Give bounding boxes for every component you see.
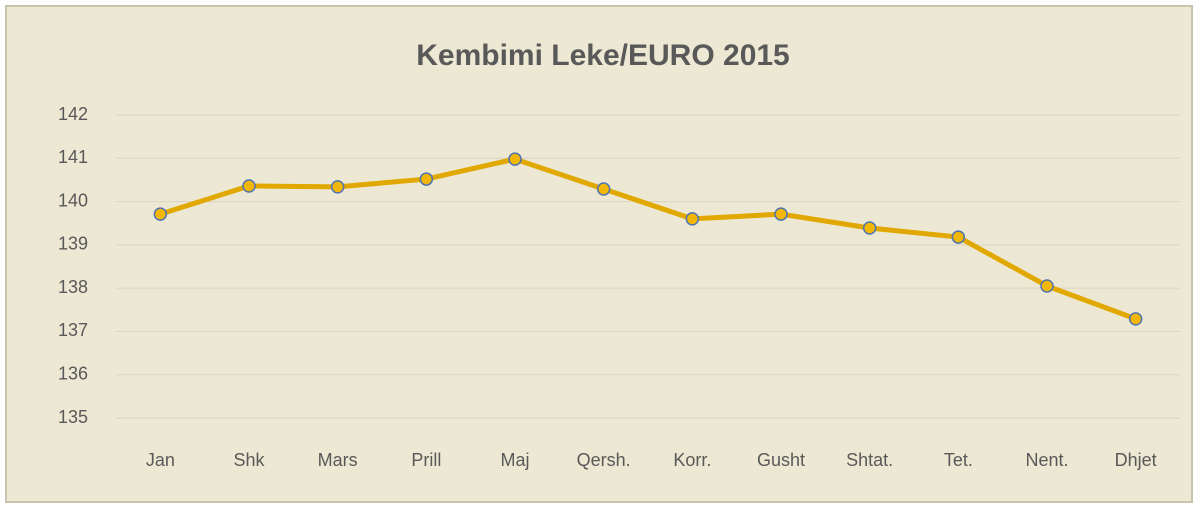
marker [508,152,522,166]
chart-title: Kembimi Leke/EURO 2015 [416,39,790,72]
marker [596,182,611,196]
x-tick-label: Mars [318,450,358,470]
y-tick-label: 137 [58,320,88,340]
x-tick-label: Qersh. [577,450,631,470]
x-tick-label: Shk [233,450,265,470]
marker [774,207,788,221]
x-tick-label: Prill [411,450,441,470]
y-tick-label: 142 [58,104,88,124]
marker [951,230,966,244]
marker [1040,279,1054,293]
marker [153,207,168,221]
marker [685,212,700,226]
marker [1128,312,1143,326]
y-tick-label: 139 [58,234,88,254]
x-tick-label: Maj [500,450,529,470]
x-tick-label: Dhjet [1115,450,1157,470]
x-tick-label: Nent. [1025,450,1068,470]
marker [330,180,345,194]
x-tick-label: Shtat. [846,450,893,470]
x-tick-label: Korr. [673,450,711,470]
x-tick-label: Gusht [757,450,805,470]
chart-background [5,5,1193,503]
y-tick-label: 141 [58,147,88,167]
x-tick-label: Tet. [944,450,973,470]
marker [419,172,434,186]
y-tick-label: 140 [58,190,88,210]
y-tick-label: 136 [58,363,88,383]
x-tick-label: Jan [146,450,175,470]
line [159,156,1137,322]
marker [862,221,877,235]
marker [242,179,256,193]
y-tick-label: 135 [58,407,88,427]
y-tick-label: 138 [58,277,88,297]
